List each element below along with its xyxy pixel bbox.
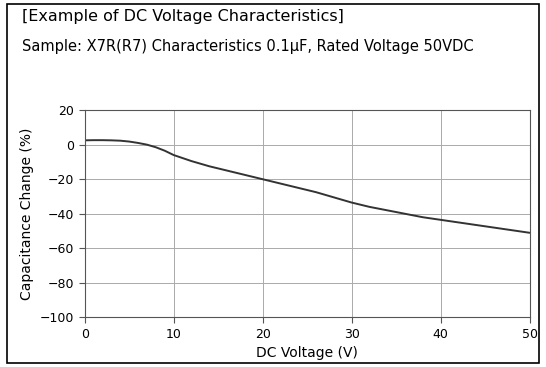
X-axis label: DC Voltage (V): DC Voltage (V) xyxy=(256,346,358,360)
Y-axis label: Capacitance Change (%): Capacitance Change (%) xyxy=(20,128,34,300)
Text: Sample: X7R(R7) Characteristics 0.1μF, Rated Voltage 50VDC: Sample: X7R(R7) Characteristics 0.1μF, R… xyxy=(22,39,473,54)
Text: [Example of DC Voltage Characteristics]: [Example of DC Voltage Characteristics] xyxy=(22,9,344,24)
